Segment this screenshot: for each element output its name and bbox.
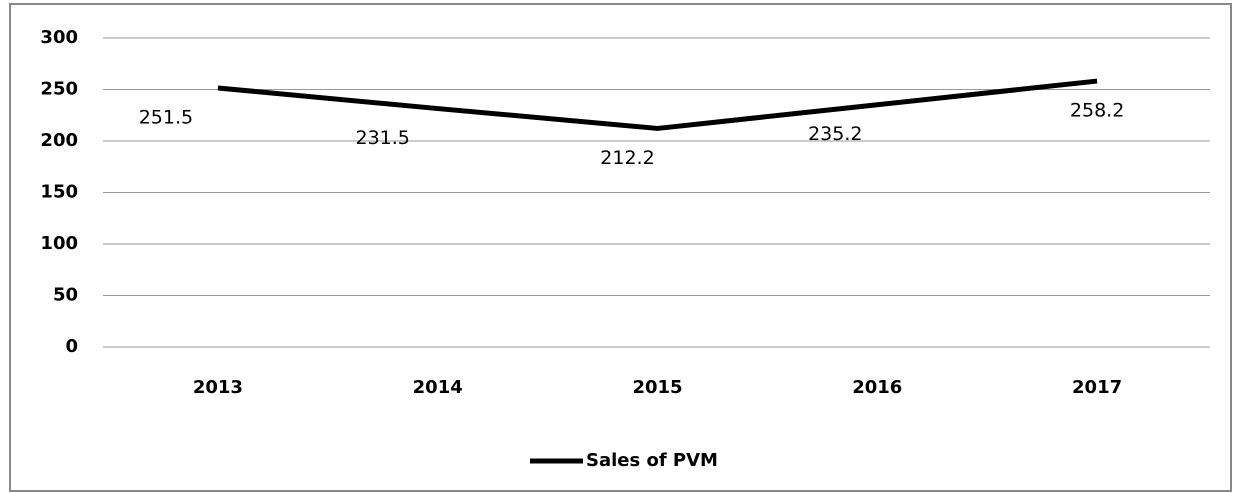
y-tick-label: 0 xyxy=(65,336,78,357)
legend-label: Sales of PVM xyxy=(586,450,718,471)
data-label: 212.2 xyxy=(600,147,654,169)
x-tick-label: 2015 xyxy=(632,377,682,398)
y-tick-label: 300 xyxy=(40,27,78,48)
x-tick-label: 2017 xyxy=(1072,377,1122,398)
chart-frame xyxy=(9,3,1232,492)
x-tick-label: 2016 xyxy=(852,377,902,398)
x-tick-label: 2013 xyxy=(193,377,243,398)
data-label: 258.2 xyxy=(1070,100,1124,122)
data-label: 235.2 xyxy=(808,123,862,145)
y-tick-label: 50 xyxy=(53,285,78,306)
y-tick-label: 100 xyxy=(40,233,78,254)
data-label: 231.5 xyxy=(355,127,409,149)
data-label: 251.5 xyxy=(139,106,193,128)
y-tick-label: 200 xyxy=(40,130,78,151)
y-tick-label: 250 xyxy=(40,79,78,100)
data-line xyxy=(217,78,1098,131)
x-tick-label: 2014 xyxy=(413,377,463,398)
y-tick-label: 150 xyxy=(40,182,78,203)
